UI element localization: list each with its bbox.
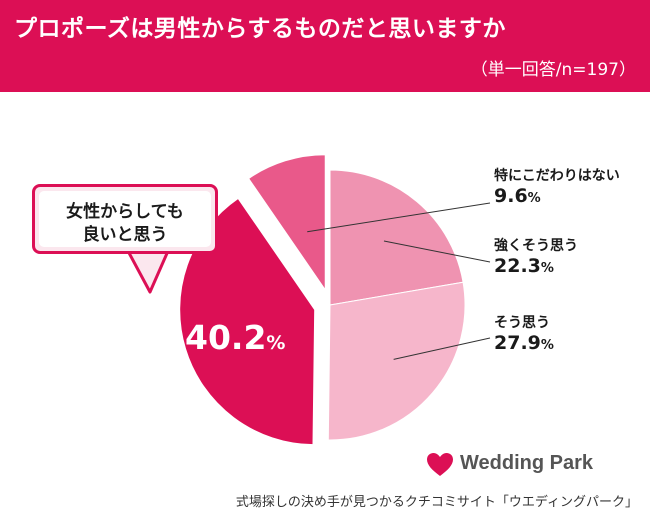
label-so-omou-number: 27.9 (494, 332, 541, 354)
footer-caption: 式場探しの決め手が見つかるクチコミサイト「ウエディングパーク」 (235, 495, 638, 510)
label-kodawari-value: 9.6% (494, 185, 620, 210)
label-kodawari-name: 特にこだわりはない (494, 168, 620, 184)
header-banner: プロポーズは男性からするものだと思いますか （単一回答/n=197） (0, 0, 650, 92)
callout-inner: 女性からしても 良いと思う (39, 191, 211, 247)
callout-line-1: 女性からしても (66, 202, 184, 222)
label-tsuyoku-percent: % (540, 261, 554, 276)
label-so-omou-name: そう思う (494, 315, 550, 331)
logo-text: Wedding Park (460, 452, 593, 474)
value-female-ok: 40.2% (185, 318, 285, 357)
page-subtitle: （単一回答/n=197） (470, 60, 636, 80)
label-tsuyoku: 強くそう思う 22.3% (494, 237, 578, 280)
value-female-ok-number: 40.2 (185, 318, 267, 357)
callout-line-2: 良いと思う (82, 225, 168, 245)
slice-so-omou (327, 281, 466, 441)
slice-kodawari (247, 154, 326, 292)
label-so-omou-value: 27.9% (494, 332, 554, 357)
label-kodawari: 特にこだわりはない 9.6% (494, 167, 620, 210)
value-female-ok-percent: % (266, 332, 286, 354)
leader-kodawari (307, 202, 491, 233)
leader-so-omou (393, 337, 491, 360)
label-tsuyoku-name: 強くそう思う (494, 238, 578, 254)
leader-tsuyoku (383, 240, 491, 263)
label-kodawari-number: 9.6 (494, 185, 528, 207)
label-tsuyoku-number: 22.3 (494, 255, 541, 277)
label-so-omou: そう思う 27.9% (494, 314, 554, 357)
page-title: プロポーズは男性からするものだと思いますか (14, 16, 506, 42)
callout-text: 女性からしても 良いと思う (39, 201, 211, 247)
label-kodawari-percent: % (527, 191, 541, 206)
heart-icon (427, 453, 453, 476)
label-so-omou-percent: % (540, 338, 554, 353)
label-tsuyoku-value: 22.3% (494, 255, 578, 280)
slice-tsuyoku (329, 169, 464, 306)
callout-bubble: 女性からしても 良いと思う (32, 184, 218, 254)
